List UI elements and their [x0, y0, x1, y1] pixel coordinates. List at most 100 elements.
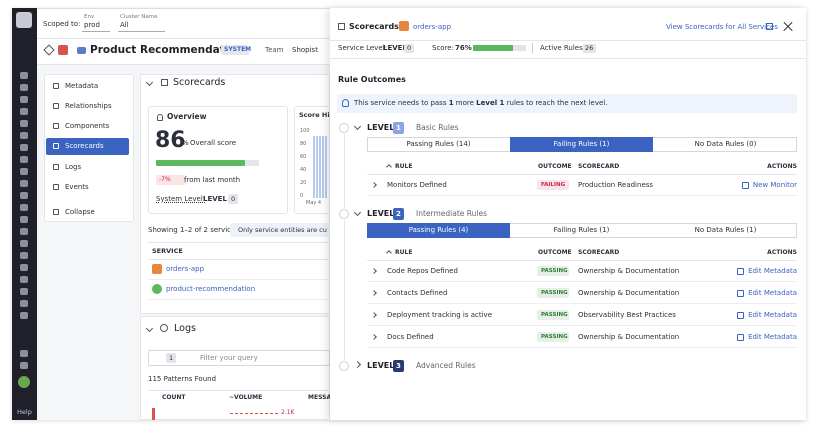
nav-icon	[20, 362, 28, 369]
text: Cluster Name	[120, 14, 158, 20]
divider	[330, 58, 806, 59]
nav-icon	[20, 132, 28, 139]
level-circle	[339, 209, 349, 219]
nav-item[interactable]: Collapse	[65, 208, 95, 216]
text: 76%	[455, 44, 472, 52]
divider	[37, 38, 330, 39]
volume-bar	[152, 408, 155, 420]
text: Score His	[299, 111, 334, 119]
y-tick-label: 100	[300, 128, 310, 134]
nav-icon	[20, 120, 28, 127]
list-icon	[338, 23, 345, 30]
service-row-icon	[152, 284, 162, 294]
section-title: Scorecards	[173, 77, 226, 88]
outcome-pill	[537, 310, 569, 320]
text: Overall score	[190, 139, 237, 147]
y-tick-label: 60	[300, 154, 307, 160]
logs-section	[140, 316, 330, 420]
outcome-text: FAILING	[541, 182, 566, 188]
nav-item[interactable]: Components	[65, 122, 110, 130]
tab[interactable]: Passing Rules (4)	[367, 223, 510, 238]
outcome-text: PASSING	[541, 268, 568, 274]
outcome-text: PASSING	[541, 334, 568, 340]
nav-item[interactable]: Logs	[65, 163, 82, 171]
cluster-select[interactable]	[118, 17, 165, 32]
nav-icon	[20, 216, 28, 223]
service-row-icon	[152, 264, 162, 274]
tab[interactable]: Failing Rules (1)	[510, 223, 653, 238]
level-circle	[339, 123, 349, 133]
service-link[interactable]: orders-app	[166, 265, 205, 273]
action-link[interactable]: Edit Metadata	[748, 333, 797, 341]
info-icon	[342, 99, 349, 107]
logs-icon	[160, 324, 168, 332]
text: Service Level:	[338, 44, 387, 52]
nav-icon	[20, 192, 28, 199]
filter-badge	[166, 353, 176, 363]
history-bar	[325, 136, 327, 198]
text: from last month	[184, 176, 241, 184]
search-input[interactable]	[148, 350, 330, 366]
history-bar	[316, 136, 318, 198]
text: LEVEL	[367, 209, 395, 218]
tab-label[interactable]: No Data Rules (1)	[694, 226, 757, 234]
scorecard-name: Ownership & Documentation	[578, 289, 680, 297]
nav-icon	[20, 350, 28, 357]
tab[interactable]: Passing Rules (14)	[367, 137, 510, 152]
env-select[interactable]	[82, 17, 110, 32]
nav-item-icon	[53, 83, 59, 89]
tab-label[interactable]: No Data Rules (0)	[694, 140, 757, 148]
nav-item[interactable]: Metadata	[65, 82, 99, 90]
tab-label[interactable]: Failing Rules (1)	[553, 140, 610, 148]
connector	[343, 134, 345, 208]
row-divider	[367, 281, 797, 282]
info-segment: more	[453, 99, 477, 107]
nav-item[interactable]: Scorecards	[65, 142, 104, 150]
column-header: ACTIONS	[767, 163, 797, 170]
service-link[interactable]: product-recommendation	[166, 285, 256, 293]
text: 26	[585, 44, 594, 52]
panel-title: Scorecards	[349, 22, 399, 31]
tab[interactable]: Failing Rules (1)	[510, 137, 653, 152]
info-segment: 1	[448, 99, 454, 107]
divider	[148, 242, 330, 243]
rule-name: Code Repos Defined	[387, 267, 458, 275]
text: Only service entities are cu	[238, 226, 327, 234]
history-bar	[313, 136, 315, 198]
text: 3	[396, 362, 401, 370]
tab-label[interactable]: Passing Rules (14)	[406, 140, 471, 148]
column-header: OUTCOME	[538, 249, 572, 256]
outcome-text: PASSING	[541, 290, 568, 296]
action-link[interactable]: Edit Metadata	[748, 289, 797, 297]
history-bar	[322, 136, 324, 198]
text: Showing 1–2 of 2 services	[148, 226, 239, 234]
badge-text: SYSTEM	[224, 46, 252, 53]
text: Basic Rules	[416, 123, 459, 132]
service-link[interactable]: orders-app	[413, 23, 452, 31]
nav-icon	[20, 108, 28, 115]
link[interactable]: View Scorecards for All Services	[666, 23, 778, 31]
nav-icon	[20, 180, 28, 187]
action-link[interactable]: Edit Metadata	[748, 267, 797, 275]
tab-label[interactable]: Failing Rules (1)	[553, 226, 610, 234]
level-badge	[404, 44, 414, 53]
text: Overview	[167, 112, 207, 121]
level-number-badge	[393, 122, 404, 134]
info-segment: rules to reach the next level.	[504, 99, 608, 107]
tab[interactable]: No Data Rules (1)	[654, 223, 797, 238]
logo	[16, 12, 32, 28]
tab[interactable]: No Data Rules (0)	[654, 137, 797, 152]
action-link[interactable]: New Monitor	[752, 181, 797, 189]
nav-item[interactable]: Events	[65, 183, 89, 191]
overview-card	[148, 106, 288, 214]
score-bar	[473, 45, 514, 51]
nav-item[interactable]: Relationships	[65, 102, 112, 110]
nav-active[interactable]	[46, 138, 129, 155]
text: 1	[396, 124, 401, 132]
text: ~VOLUME	[229, 394, 263, 401]
rule-name: Monitors Defined	[387, 181, 447, 189]
action-link[interactable]: Edit Metadata	[748, 311, 797, 319]
tab-label[interactable]: Passing Rules (4)	[408, 226, 469, 234]
avatar	[18, 376, 30, 388]
nav-icon	[20, 264, 28, 271]
